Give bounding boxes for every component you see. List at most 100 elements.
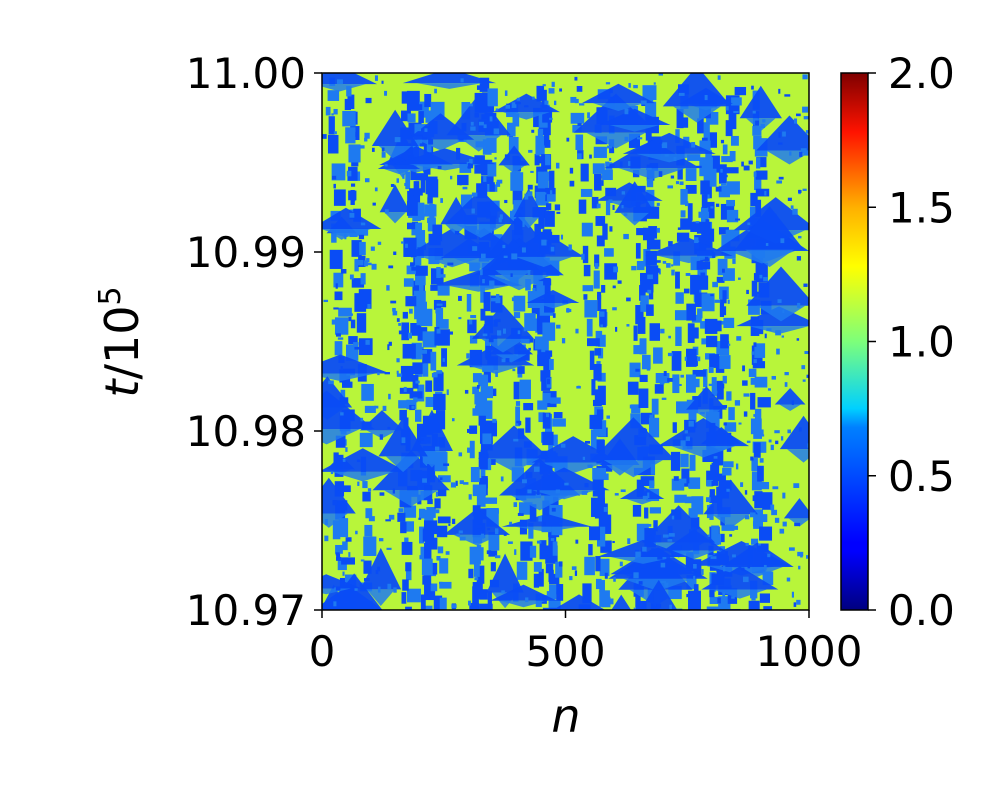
heatmap-cell	[716, 380, 724, 400]
heatmap-cell	[412, 362, 424, 375]
heatmap-cell	[529, 545, 537, 558]
heatmap-speckle	[350, 183, 356, 187]
heatmap-cell	[703, 236, 713, 248]
heatmap-cell	[639, 285, 646, 301]
heatmap-speckle	[502, 328, 506, 334]
heatmap-cell	[363, 560, 372, 574]
heatmap-speckle	[609, 164, 615, 167]
heatmap-cell	[480, 286, 485, 303]
heatmap-cell	[597, 487, 605, 507]
heatmap-cell	[424, 542, 432, 562]
heatmap-speckle	[778, 88, 781, 94]
heatmap-cell	[646, 239, 661, 250]
heatmap-speckle	[419, 213, 425, 219]
heatmap-cell	[636, 260, 645, 271]
heatmap-speckle	[575, 328, 579, 334]
heatmap-cell	[696, 260, 703, 270]
heatmap-cell	[420, 179, 426, 193]
heatmap-cell	[549, 584, 561, 595]
heatmap-patch	[360, 547, 402, 590]
heatmap-speckle	[540, 192, 547, 195]
heatmap-speckle	[478, 416, 485, 419]
heatmap-cell	[537, 171, 549, 189]
heatmap-cell	[601, 284, 606, 293]
heatmap-speckle	[782, 521, 787, 527]
heatmap-cell	[690, 221, 701, 232]
heatmap-speckle	[455, 480, 458, 486]
heatmap-cell	[715, 473, 726, 482]
heatmap-speckle	[708, 383, 714, 386]
heatmap-speckle	[404, 182, 410, 187]
heatmap-speckle	[751, 85, 754, 90]
heatmap-speckle	[767, 553, 771, 558]
heatmap-cell	[670, 451, 681, 471]
heatmap-speckle	[721, 182, 727, 186]
heatmap-speckle	[678, 92, 685, 96]
heatmap-speckle	[760, 123, 766, 128]
heatmap-speckle	[608, 199, 613, 204]
heatmap-patch	[591, 417, 676, 461]
heatmap-speckle	[714, 534, 718, 538]
heatmap-cell	[709, 132, 718, 148]
heatmap-cell	[474, 155, 485, 174]
heatmap-cell	[600, 540, 612, 553]
heatmap-speckle	[496, 330, 502, 336]
heatmap-cell	[545, 563, 554, 574]
heatmap-speckle	[333, 307, 339, 310]
heatmap-speckle	[471, 192, 478, 197]
heatmap-cell	[401, 110, 411, 122]
heatmap-cell	[437, 546, 444, 554]
heatmap-cell	[599, 309, 607, 328]
heatmap-cell	[400, 522, 407, 534]
heatmap-cell	[756, 157, 761, 169]
heatmap-cell	[402, 311, 408, 319]
heatmap-cell	[549, 573, 560, 585]
heatmap-cell	[421, 558, 433, 576]
heatmap-speckle	[694, 237, 699, 244]
heatmap-speckle	[655, 260, 661, 263]
heatmap-cell	[648, 288, 654, 300]
heatmap-cell	[418, 508, 426, 519]
heatmap-cell	[433, 595, 443, 610]
heatmap-cell	[342, 541, 348, 551]
heatmap-patch	[416, 83, 483, 89]
heatmap-cell	[534, 223, 541, 244]
heatmap-speckle	[342, 571, 345, 576]
heatmap-speckle	[495, 371, 498, 377]
heatmap-speckle	[668, 335, 671, 339]
heatmap-speckle	[396, 178, 399, 183]
heatmap-speckle	[715, 203, 720, 207]
heatmap-speckle	[556, 211, 561, 214]
heatmap-cell	[328, 116, 335, 135]
heatmap-patch	[322, 448, 408, 472]
heatmap-cell	[348, 144, 361, 163]
heatmap-cell	[687, 323, 695, 343]
heatmap-speckle	[493, 128, 500, 135]
heatmap-speckle	[685, 436, 691, 441]
heatmap-cell	[757, 465, 764, 482]
heatmap-speckle	[631, 265, 637, 271]
heatmap-cell	[709, 596, 719, 604]
heatmap-speckle	[612, 307, 617, 311]
heatmap-cell	[410, 323, 422, 336]
heatmap-speckle	[671, 264, 674, 267]
heatmap-cell	[672, 374, 680, 394]
heatmap-speckle	[688, 420, 694, 427]
heatmap-speckle	[494, 157, 497, 160]
heatmap-cell	[704, 318, 718, 334]
heatmap-cell	[335, 435, 346, 448]
heatmap-speckle	[474, 113, 479, 118]
heatmap-cell	[750, 392, 756, 410]
heatmap-cell	[535, 156, 545, 164]
heatmap-speckle	[756, 291, 762, 294]
heatmap-speckle	[732, 525, 739, 530]
heatmap-cell	[754, 171, 762, 191]
heatmap-cell	[543, 359, 551, 377]
heatmap-cell	[542, 322, 556, 341]
heatmap-speckle	[711, 390, 718, 394]
heatmap-cell	[701, 293, 715, 312]
heatmap-speckle	[355, 530, 358, 535]
heatmap-cell	[704, 201, 715, 219]
heatmap-cell	[635, 305, 644, 325]
heatmap-speckle	[717, 75, 721, 80]
